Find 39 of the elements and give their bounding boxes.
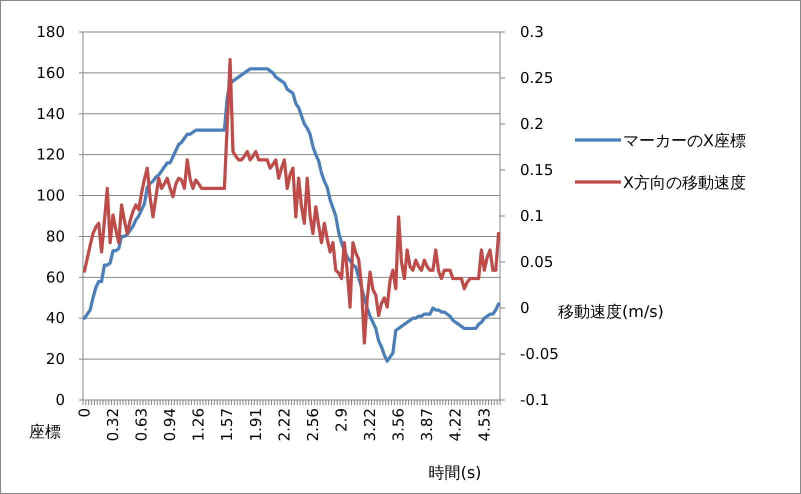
x-tick-label: 1.26: [190, 408, 208, 442]
y2-tick-label: -0.05: [520, 345, 559, 363]
x-tick-label: 0.94: [161, 408, 180, 442]
x-tick-label: 4.53: [475, 408, 494, 442]
y-tick-label: 0: [55, 391, 65, 409]
x-tick-label: 2.56: [304, 408, 322, 442]
y2-tick-label: 0.15: [520, 161, 554, 179]
x-tick-label: 1.91: [246, 408, 265, 442]
x-tick-label: 1.57: [218, 408, 236, 442]
x-axis-title: 時間(s): [428, 463, 482, 482]
y-tick-label: 40: [46, 309, 65, 328]
x-tick-label: 3.22: [361, 408, 380, 442]
x-tick-label: 0.63: [132, 408, 151, 442]
y2-tick-label: 0.3: [520, 23, 544, 41]
y2-tick-label: 0.25: [520, 69, 554, 87]
y2-tick-label: 0.2: [520, 115, 544, 133]
y-tick-label: 20: [46, 350, 65, 368]
x-tick-label: 2.9: [332, 408, 350, 432]
y2-tick-label: -0.1: [520, 391, 550, 409]
x-tick-label: 4.22: [446, 408, 465, 442]
x-tick-label: 0: [75, 408, 94, 418]
y2-tick-label: 0.05: [520, 253, 554, 271]
legend-label: X方向の移動速度: [623, 173, 746, 192]
y2-tick-label: 0: [520, 299, 530, 317]
y-tick-label: 60: [46, 268, 65, 286]
y-tick-label: 140: [36, 104, 65, 123]
x-tick-label: 3.56: [390, 408, 408, 442]
legend-label: マーカーのX座標: [623, 131, 746, 150]
x-tick-label: 2.22: [275, 408, 294, 442]
x-tick-label: 3.87: [418, 408, 436, 442]
y-tick-label: 100: [36, 186, 65, 205]
y-axis-title: 座標: [29, 422, 61, 441]
y-tick-label: 80: [46, 227, 65, 246]
y-tick-label: 180: [36, 23, 65, 41]
y-tick-label: 120: [36, 146, 65, 164]
x-tick-label: 0.32: [104, 408, 122, 442]
y-tick-label: 160: [36, 64, 65, 82]
y2-tick-label: 0.1: [520, 207, 544, 225]
y2-axis-title: 移動速度(m/s): [558, 302, 664, 321]
